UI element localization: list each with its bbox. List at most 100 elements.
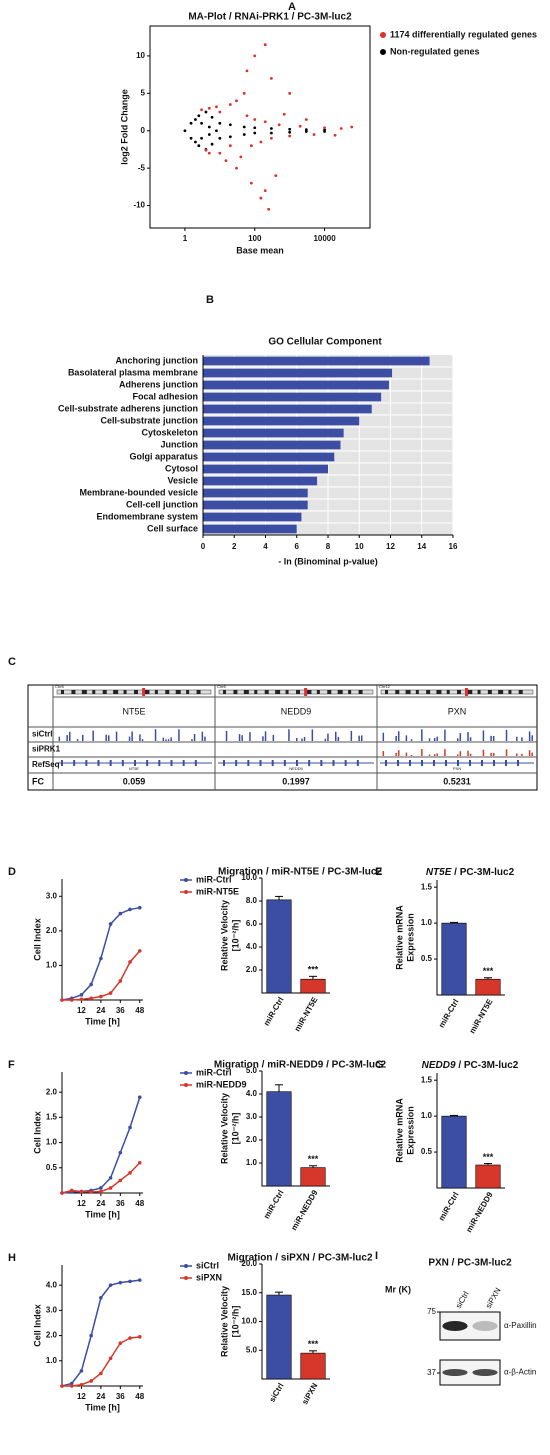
data-point xyxy=(89,1333,93,1338)
bar xyxy=(203,356,430,366)
series-line xyxy=(61,906,140,1001)
y-axis-label: [10⁻²/h] xyxy=(230,920,240,952)
x-tick-label: 4 xyxy=(263,542,268,551)
exon xyxy=(332,760,335,766)
data-point xyxy=(263,120,267,124)
x-tick-label: 10 xyxy=(355,542,364,551)
coverage-peak xyxy=(505,749,508,756)
coverage-peak xyxy=(225,731,228,741)
axes xyxy=(61,1265,143,1387)
y-tick-label: 2.0 xyxy=(46,926,58,935)
ideogram-band xyxy=(254,690,258,694)
coverage-peak xyxy=(531,735,533,741)
coverage-peak xyxy=(421,748,423,756)
y-axis-label: Expression xyxy=(405,1106,415,1155)
data-point xyxy=(263,189,267,192)
y-tick-label: 0.5 xyxy=(421,1147,433,1156)
data-point xyxy=(259,140,263,144)
data-point xyxy=(137,1095,142,1100)
exon xyxy=(296,760,298,766)
data-point xyxy=(128,960,132,964)
exon xyxy=(433,760,435,766)
data-point xyxy=(270,76,273,80)
y-axis-label: log2 Fold Change xyxy=(119,89,129,165)
data-point xyxy=(259,196,263,200)
x-tick-label: 36 xyxy=(116,1392,125,1401)
category-label: Cell-substrate adherens junction xyxy=(58,403,198,413)
ideogram-band xyxy=(405,690,411,694)
data-point xyxy=(128,1125,132,1130)
legend-marker xyxy=(184,1276,188,1280)
category-label: Junction xyxy=(161,439,199,449)
gene-name: NT5E xyxy=(122,706,145,716)
coverage-peak xyxy=(288,729,290,741)
ideogram-band xyxy=(186,690,190,694)
data-point xyxy=(218,110,222,114)
data-point xyxy=(118,1178,123,1183)
category-label: Adherens junction xyxy=(119,379,198,389)
ideogram-band xyxy=(498,690,504,694)
ideogram-band xyxy=(144,690,150,694)
y-tick-label: 1.5 xyxy=(421,882,433,891)
data-point xyxy=(128,1336,132,1340)
coverage-peak xyxy=(204,736,206,741)
category-label: miR-NT5E xyxy=(468,997,495,1035)
exon xyxy=(109,760,112,766)
ideogram-band xyxy=(457,690,461,694)
exon xyxy=(457,760,459,766)
x-tick-label: 24 xyxy=(96,1006,105,1015)
bar xyxy=(203,380,389,390)
data-point xyxy=(249,144,253,148)
ideogram-band xyxy=(508,690,512,694)
y-axis-label: Relative Velocity xyxy=(219,1093,229,1164)
data-point xyxy=(108,922,113,926)
data-point xyxy=(218,136,222,140)
panel-letter: E xyxy=(375,866,382,878)
significance: *** xyxy=(483,1152,494,1162)
antibody-label: α-β-Actin xyxy=(504,1368,536,1377)
data-point xyxy=(242,91,246,95)
coverage-peak xyxy=(58,736,61,741)
x-axis-label: Time [h] xyxy=(85,1209,120,1219)
data-point xyxy=(118,1341,123,1345)
exon xyxy=(271,760,274,766)
data-point xyxy=(137,1160,142,1165)
data-point xyxy=(108,1283,113,1287)
exon xyxy=(146,760,149,766)
ideogram-band xyxy=(436,690,442,694)
data-point xyxy=(288,91,292,95)
data-point xyxy=(79,1382,84,1387)
ideogram-band xyxy=(395,690,400,694)
ideogram-band xyxy=(385,690,388,694)
browser-frame xyxy=(27,684,538,791)
data-point xyxy=(118,1280,123,1285)
exon xyxy=(182,760,185,766)
x-tick-label: 8 xyxy=(326,542,331,551)
data-point xyxy=(108,991,113,995)
data-point xyxy=(60,998,64,1002)
data-point xyxy=(224,159,228,163)
y-tick-label: -10 xyxy=(133,201,145,210)
y-tick-label: 1.0 xyxy=(246,1158,258,1167)
x-axis-label: Time [h] xyxy=(85,1016,120,1026)
data-point xyxy=(128,1279,132,1284)
lane-label: siCtrl xyxy=(454,1290,471,1310)
coverage-peak xyxy=(467,732,469,741)
ideogram-band xyxy=(306,690,312,694)
category-label: Basolateral plasma membrane xyxy=(68,367,198,377)
coverage-peak xyxy=(303,736,306,741)
ideogram-band xyxy=(61,690,64,694)
x-axis-label: Time [h] xyxy=(85,1402,120,1412)
ideogram-mark xyxy=(465,688,468,696)
x-tick-label: 12 xyxy=(77,1392,86,1401)
exon xyxy=(235,760,238,766)
y-tick-label: 4.0 xyxy=(246,1089,258,1098)
data-point xyxy=(288,130,292,134)
data-point xyxy=(270,127,273,130)
coverage-peak xyxy=(324,738,327,741)
category-label: miR-Ctrl xyxy=(262,1189,286,1221)
ideogram-band xyxy=(275,690,281,694)
exon xyxy=(73,760,76,766)
data-point xyxy=(267,207,271,211)
coverage-peak xyxy=(459,733,462,741)
